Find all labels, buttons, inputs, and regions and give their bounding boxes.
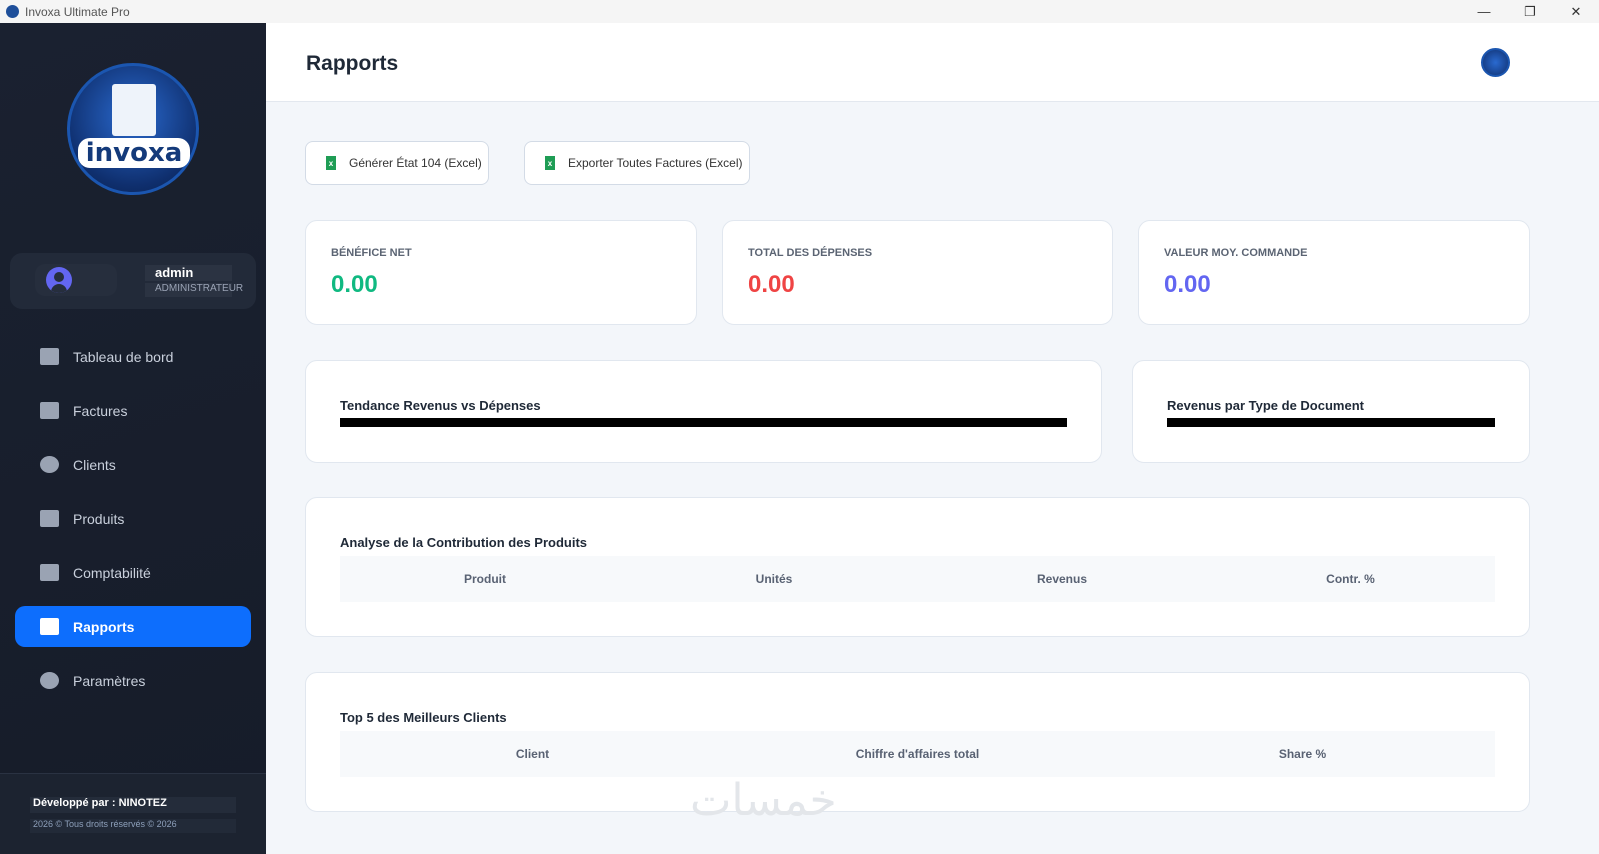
sidebar-footer: Développé par : NINOTEZ 2026 © Tous droi…	[0, 773, 266, 854]
generate-etat104-button[interactable]: x Générer État 104 (Excel)	[305, 141, 489, 185]
developer-credit: Développé par : NINOTEZ	[30, 797, 236, 813]
sidebar-item-label: Paramètres	[73, 672, 146, 689]
header-logo	[1481, 48, 1510, 77]
user-name: admin	[145, 265, 232, 281]
sidebar-item-label: Tableau de bord	[73, 348, 174, 365]
excel-icon: x	[545, 156, 555, 170]
kpi-label: TOTAL DES DÉPENSES	[748, 247, 873, 259]
sidebar-nav: Tableau de bord Factures Clients Produit…	[15, 336, 251, 714]
column-header[interactable]: Chiffre d'affaires total	[855, 747, 980, 761]
sidebar-item-tableau-de-bord[interactable]: Tableau de bord	[15, 336, 251, 377]
sidebar-item-clients[interactable]: Clients	[15, 444, 251, 485]
chart-placeholder	[1167, 418, 1495, 427]
restore-button[interactable]: ❐	[1524, 3, 1536, 19]
boxes-icon	[40, 510, 59, 527]
invoxa-logo: invoxa	[67, 63, 199, 195]
minimize-button[interactable]: —	[1477, 4, 1491, 19]
user-role: ADMINISTRATEUR	[145, 283, 243, 297]
kpi-label: BÉNÉFICE NET	[331, 247, 412, 259]
table-title: Analyse de la Contribution des Produits	[340, 535, 588, 550]
kpi-value: 0.00	[748, 271, 795, 298]
window-title: Invoxa Ultimate Pro	[25, 4, 130, 19]
sidebar-item-label: Clients	[73, 456, 116, 473]
sidebar-item-label: Comptabilité	[73, 564, 151, 581]
button-label: Exporter Toutes Factures (Excel)	[568, 156, 743, 170]
sidebar-item-produits[interactable]: Produits	[15, 498, 251, 539]
kpi-label: VALEUR MOY. COMMANDE	[1164, 247, 1308, 259]
kpi-total-expenses: TOTAL DES DÉPENSES 0.00	[722, 220, 1113, 325]
column-header[interactable]: Share %	[1278, 747, 1327, 761]
sidebar-item-label: Produits	[73, 510, 125, 527]
watermark: خمسات	[690, 775, 837, 826]
avatar	[46, 267, 72, 293]
column-header[interactable]: Unités	[755, 572, 793, 586]
dashboard-icon	[40, 348, 59, 365]
chart-placeholder	[340, 418, 1067, 427]
sidebar-item-comptabilite[interactable]: Comptabilité	[15, 552, 251, 593]
chart-bar-icon	[40, 618, 59, 635]
excel-icon: x	[326, 156, 336, 170]
sidebar-item-parametres[interactable]: Paramètres	[15, 660, 251, 701]
export-invoices-button[interactable]: x Exporter Toutes Factures (Excel)	[524, 141, 750, 185]
copyright: 2026 © Tous droits réservés © 2026	[30, 819, 236, 833]
chart-title: Revenus par Type de Document	[1167, 398, 1364, 413]
sidebar-item-label: Factures	[73, 402, 128, 419]
kpi-net-profit: BÉNÉFICE NET 0.00	[305, 220, 697, 325]
gear-icon	[40, 672, 59, 689]
user-card: admin ADMINISTRATEUR	[10, 253, 256, 309]
chart-title: Tendance Revenus vs Dépenses	[340, 398, 541, 413]
column-header[interactable]: Client	[515, 747, 550, 761]
column-header[interactable]: Produit	[464, 572, 506, 586]
column-header[interactable]: Contr. %	[1326, 572, 1375, 586]
button-label: Générer État 104 (Excel)	[349, 156, 482, 170]
wallet-icon	[40, 564, 59, 581]
logo-text: invoxa	[78, 138, 190, 168]
sidebar-item-factures[interactable]: Factures	[15, 390, 251, 431]
column-header[interactable]: Revenus	[1036, 572, 1088, 586]
table-header: Produit Unités Revenus Contr. %	[340, 556, 1495, 602]
trend-chart-card: Tendance Revenus vs Dépenses	[305, 360, 1102, 463]
table-header: Client Chiffre d'affaires total Share %	[340, 731, 1495, 777]
title-bar: Invoxa Ultimate Pro — ❐ ✕	[0, 0, 1599, 23]
user-circle-icon	[40, 456, 59, 473]
clients-table-card: Top 5 des Meilleurs Clients Client Chiff…	[305, 672, 1530, 812]
sidebar: invoxa admin ADMINISTRATEUR Tableau de b…	[0, 23, 266, 854]
page-header: Rapports	[266, 23, 1599, 102]
table-title: Top 5 des Meilleurs Clients	[340, 710, 507, 725]
close-button[interactable]: ✕	[1570, 3, 1582, 19]
sidebar-item-rapports[interactable]: Rapports	[15, 606, 251, 647]
kpi-avg-order: VALEUR MOY. COMMANDE 0.00	[1138, 220, 1530, 325]
products-table-card: Analyse de la Contribution des Produits …	[305, 497, 1530, 637]
kpi-value: 0.00	[1164, 271, 1211, 298]
doc-type-chart-card: Revenus par Type de Document	[1132, 360, 1530, 463]
kpi-value: 0.00	[331, 271, 378, 298]
sidebar-item-label: Rapports	[73, 618, 135, 635]
app-icon	[6, 5, 19, 18]
receipt-icon	[40, 402, 59, 419]
page-title: Rapports	[306, 52, 399, 75]
